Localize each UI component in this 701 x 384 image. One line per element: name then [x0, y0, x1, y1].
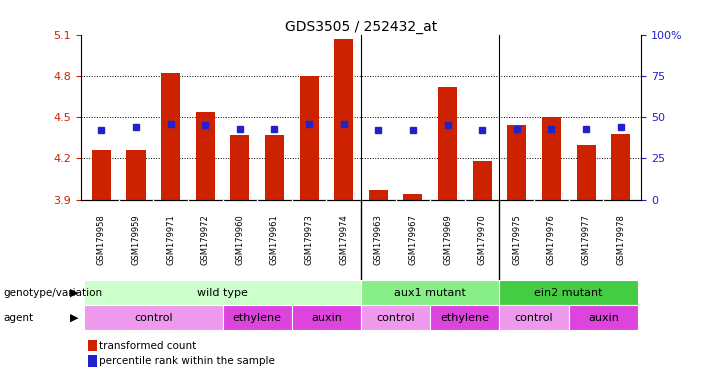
- Text: GSM179961: GSM179961: [270, 215, 279, 265]
- Bar: [500, 280, 638, 305]
- Text: ethylene: ethylene: [440, 313, 489, 323]
- Bar: [92, 150, 111, 200]
- Bar: [438, 87, 457, 200]
- Text: control: control: [376, 313, 415, 323]
- Text: GSM179963: GSM179963: [374, 215, 383, 265]
- Text: ein2 mutant: ein2 mutant: [534, 288, 603, 298]
- Text: GSM179969: GSM179969: [443, 215, 452, 265]
- Bar: [472, 161, 491, 200]
- Text: agent: agent: [4, 313, 34, 323]
- Text: GSM179958: GSM179958: [97, 215, 106, 265]
- Text: GSM179970: GSM179970: [477, 215, 486, 265]
- Bar: [84, 280, 361, 305]
- Text: GSM179977: GSM179977: [582, 215, 590, 265]
- Bar: [430, 305, 500, 330]
- Text: wild type: wild type: [197, 288, 248, 298]
- Bar: [500, 305, 569, 330]
- Bar: [508, 125, 526, 200]
- Bar: [231, 135, 250, 200]
- Text: control: control: [515, 313, 553, 323]
- Bar: [222, 305, 292, 330]
- Text: GSM179972: GSM179972: [200, 215, 210, 265]
- Text: percentile rank within the sample: percentile rank within the sample: [99, 356, 275, 366]
- Text: GSM179973: GSM179973: [305, 215, 313, 265]
- Text: genotype/variation: genotype/variation: [4, 288, 102, 298]
- Text: control: control: [134, 313, 172, 323]
- Bar: [611, 134, 630, 200]
- Bar: [265, 135, 284, 200]
- Bar: [196, 112, 215, 200]
- Bar: [403, 194, 423, 200]
- Text: auxin: auxin: [588, 313, 619, 323]
- Bar: [299, 76, 319, 200]
- Bar: [161, 73, 180, 200]
- Bar: [569, 305, 638, 330]
- Text: GSM179960: GSM179960: [236, 215, 245, 265]
- Bar: [542, 117, 561, 200]
- Bar: [84, 305, 222, 330]
- Bar: [126, 150, 146, 200]
- Text: GSM179974: GSM179974: [339, 215, 348, 265]
- Text: GSM179959: GSM179959: [132, 215, 140, 265]
- Title: GDS3505 / 252432_at: GDS3505 / 252432_at: [285, 20, 437, 33]
- Bar: [369, 190, 388, 200]
- Text: ethylene: ethylene: [233, 313, 282, 323]
- Text: ▶: ▶: [70, 288, 79, 298]
- Text: GSM179967: GSM179967: [409, 215, 417, 265]
- Bar: [361, 305, 430, 330]
- Text: GSM179976: GSM179976: [547, 215, 556, 265]
- Text: aux1 mutant: aux1 mutant: [394, 288, 466, 298]
- Text: GSM179978: GSM179978: [616, 215, 625, 265]
- Text: ▶: ▶: [70, 313, 79, 323]
- Bar: [361, 280, 500, 305]
- Text: GSM179975: GSM179975: [512, 215, 522, 265]
- Bar: [576, 145, 596, 200]
- Bar: [292, 305, 361, 330]
- Bar: [334, 39, 353, 200]
- Text: transformed count: transformed count: [99, 341, 196, 351]
- Text: GSM179971: GSM179971: [166, 215, 175, 265]
- Text: auxin: auxin: [311, 313, 342, 323]
